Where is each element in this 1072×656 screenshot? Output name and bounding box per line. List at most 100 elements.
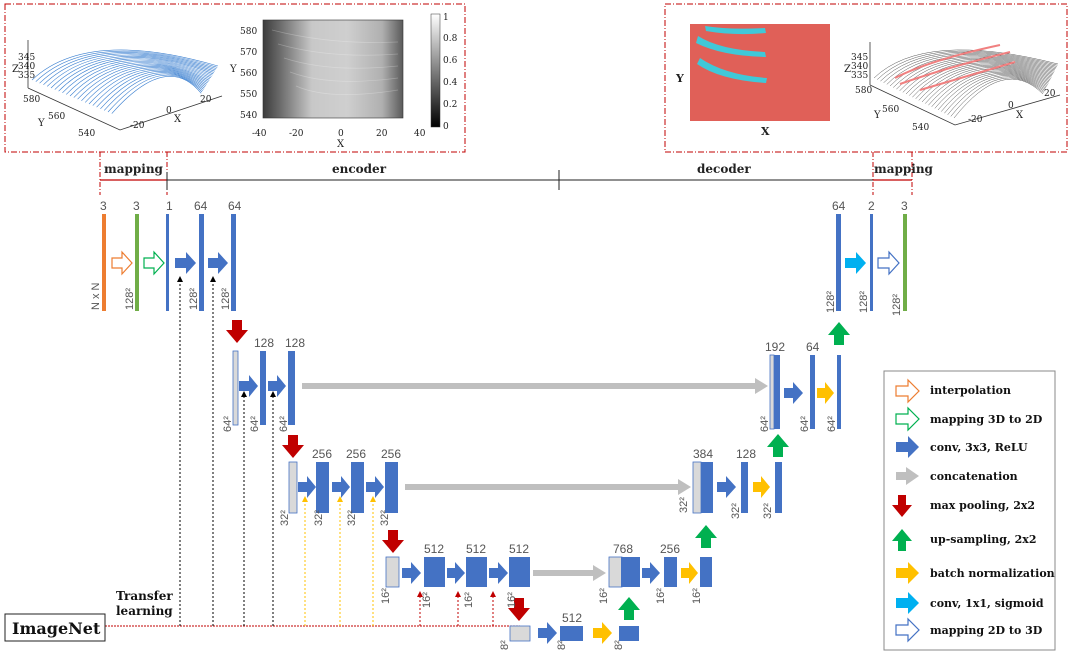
mapping-2d-3d-arrow-icon [877, 250, 900, 276]
output-visualization-panel: Y X Z 345 340 335 580 560 540 Y 20 0 -20… [664, 3, 1068, 153]
batch-norm-arrow-icon [753, 476, 770, 498]
z-axis-label: Z [12, 64, 19, 75]
up-sampling-arrow-icon [618, 597, 640, 620]
size-label: 16² [691, 588, 703, 604]
legend-label-interpolation: interpolation [930, 384, 1011, 397]
channel-label: 128 [254, 336, 274, 350]
y-tick: 540 [240, 111, 257, 121]
batch-norm-arrow-icon [817, 382, 834, 404]
conv-arrow-icon [447, 562, 465, 584]
channel-labels: 3 3 1 64 64 128 128 256 256 256 512 512 … [100, 199, 908, 625]
z-axis-label: Z [844, 64, 851, 75]
size-label: 16² [421, 592, 433, 608]
segmentation-background [690, 24, 830, 121]
pool1-layer-bar [232, 350, 239, 426]
conv1-layer-bar [199, 214, 204, 311]
conv-arrow-icon [717, 476, 736, 498]
concat16-gray-bar [608, 556, 623, 588]
dec-bn32-bar [775, 462, 782, 513]
size-label: 32² [279, 510, 291, 526]
mapping-3d-2d-arrow-icon [143, 250, 165, 276]
channel-label: 256 [660, 542, 680, 556]
conv-arrow-icon [402, 562, 421, 584]
max-pooling-arrow-icon [382, 530, 404, 553]
channel-label: 3 [901, 199, 908, 213]
bottleneck-bn-bar [619, 626, 639, 641]
colorbar-tick: 0.6 [443, 56, 458, 66]
x-tick: 0 [1008, 101, 1014, 111]
dec-conv16-bar [664, 557, 677, 587]
depth-image [263, 20, 403, 118]
x-tick: -20 [968, 115, 983, 125]
legend-label-batch-norm: batch normalization [930, 567, 1055, 580]
conv-arrow-icon [538, 622, 557, 644]
size-label: 32² [379, 510, 391, 526]
size-label: 64² [249, 416, 261, 432]
bottleneck-conv-bar [560, 626, 583, 641]
channel-label: 192 [765, 340, 785, 354]
decoder-label: decoder [697, 162, 751, 176]
conv9-layer-bar [466, 557, 487, 587]
channel-label: 512 [466, 542, 486, 556]
y-tick: 560 [48, 112, 65, 122]
conv-arrow-icon [896, 436, 919, 458]
grayscale-depth-image: Y 580 570 560 550 540 -40 -20 0 20 40 X … [229, 13, 458, 150]
y-tick: 560 [882, 105, 899, 115]
colorbar-tick: 1 [443, 13, 449, 23]
y-tick: 550 [240, 90, 257, 100]
y-axis-label: Y [675, 72, 684, 85]
legend: interpolation mapping 3D to 2D conv, 3x3… [883, 370, 1056, 651]
size-label: 128² [124, 288, 136, 310]
mapping-left-label: mapping [104, 162, 164, 176]
pool2-layer-bar [288, 461, 298, 514]
y-tick: 570 [240, 48, 257, 58]
channel-label: 64 [194, 199, 208, 213]
interpolated-layer-bar [135, 214, 139, 311]
conv10-layer-bar [509, 557, 530, 587]
y-axis-label: Y [37, 118, 45, 129]
up-sampling-arrow-icon [767, 434, 789, 457]
size-label: 8² [499, 640, 511, 650]
legend-label-up-sampling: up-sampling, 2x2 [930, 533, 1036, 546]
mapping-3d-2d-arrow-icon [895, 406, 920, 432]
x-axis-label: X [1016, 110, 1024, 121]
input-visualization-panel: Z 345 340 335 580 560 540 Y 20 0 -20 X Y… [4, 3, 466, 153]
z-tick: 340 [18, 62, 35, 72]
conv-arrow-icon [366, 476, 384, 498]
size-label: 16² [598, 588, 610, 604]
size-label: 32² [313, 510, 325, 526]
max-pooling-arrow-icon [892, 495, 912, 517]
size-label: 128² [891, 294, 903, 316]
y-axis-label: Y [229, 64, 237, 75]
z-tick: 345 [18, 53, 35, 63]
size-label: 128² [188, 288, 200, 310]
x-tick: 0 [166, 106, 172, 116]
channel-label: 512 [562, 611, 582, 625]
batch-norm-arrow-icon [593, 622, 612, 644]
imagenet-box: ImageNet Transfer learning [4, 589, 173, 642]
mapping-right-label: mapping [874, 162, 934, 176]
conv-sigmoid-arrow-icon [896, 592, 919, 614]
channel-label: 768 [613, 542, 633, 556]
size-label: 8² [556, 640, 568, 650]
z-tick: 335 [851, 71, 868, 81]
batch-norm-arrow-icon [896, 562, 919, 584]
channel-label: 64 [228, 199, 242, 213]
conv-arrow-icon [489, 562, 508, 584]
mapped-layer-bar [166, 214, 169, 311]
y-tick: 580 [240, 27, 257, 37]
size-label: 64² [759, 416, 771, 432]
dec-conv64-bar [810, 355, 815, 429]
legend-label-mapping-2d-3d: mapping 2D to 3D [930, 624, 1043, 637]
legend-label-conv: conv, 3x3, ReLU [930, 441, 1028, 454]
x-tick: 0 [338, 129, 344, 139]
up-sampling-arrow-icon [828, 322, 850, 345]
colorbar [430, 13, 441, 128]
conv5-layer-bar [316, 462, 329, 513]
dec-conv128-bar [836, 214, 841, 311]
dec-conv32-bar [741, 462, 748, 513]
conv4-layer-bar [288, 351, 295, 425]
y-axis-label: Y [873, 110, 881, 121]
legend-label-conv-sigmoid: conv, 1x1, sigmoid [930, 597, 1044, 610]
